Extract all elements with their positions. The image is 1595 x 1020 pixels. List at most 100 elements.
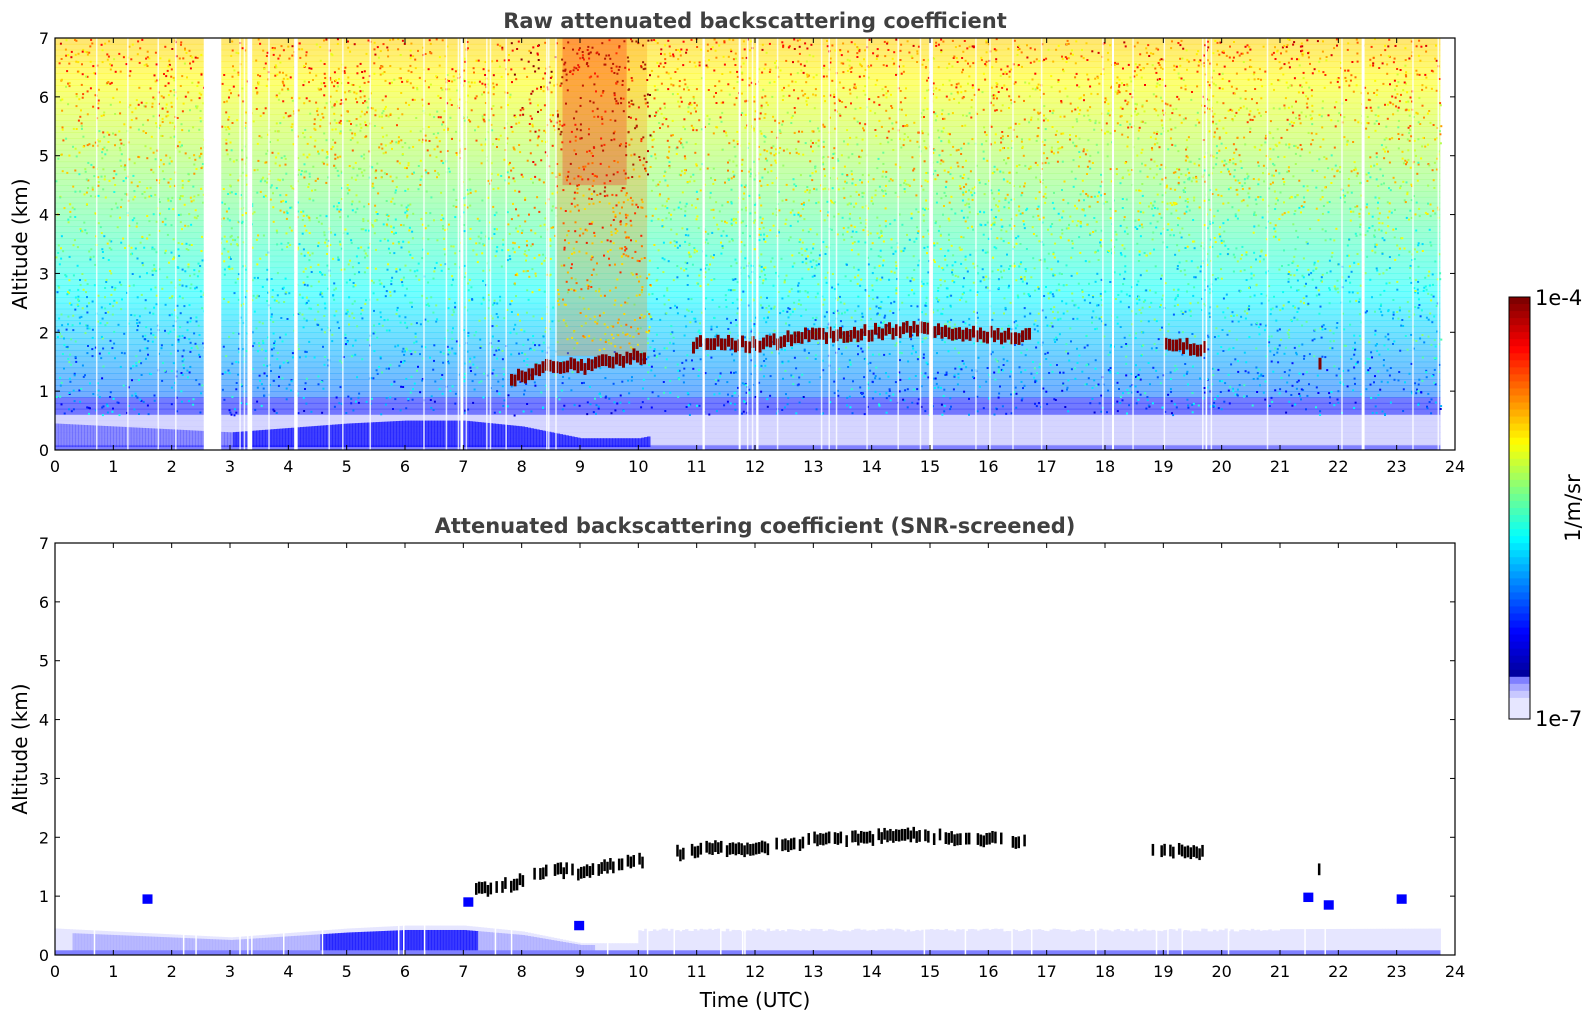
raw-speckle [1097, 304, 1100, 307]
raw-boundary-layer-col [530, 428, 534, 448]
raw-speckle [313, 118, 316, 121]
raw-speckle [942, 127, 945, 130]
raw-speckle [1274, 58, 1277, 60]
raw-speckle [1058, 333, 1061, 336]
raw-speckle [437, 132, 440, 135]
raw-speckle [195, 379, 198, 382]
raw-speckle [1218, 87, 1221, 90]
raw-speckle [94, 346, 97, 349]
raw-speckle [884, 225, 887, 228]
raw-speckle [699, 332, 702, 335]
raw-speckle [1414, 213, 1417, 216]
raw-speckle [1417, 402, 1420, 405]
raw-speckle [648, 326, 651, 329]
raw-speckle [351, 302, 354, 305]
raw-speckle [155, 269, 158, 272]
raw-speckle [194, 158, 197, 161]
raw-boundary-layer-col [387, 421, 391, 448]
raw-speckle [1007, 47, 1010, 50]
raw-speckle [452, 327, 454, 330]
raw-speckle [291, 187, 294, 190]
raw-speckle [1039, 180, 1042, 183]
raw-speckle [113, 58, 116, 61]
raw-speckle [335, 100, 338, 103]
raw-speckle [1015, 406, 1018, 409]
raw-speckle [1344, 344, 1347, 347]
raw-speckle [406, 175, 409, 178]
raw-speckle [951, 271, 953, 274]
raw-speckle [345, 98, 347, 101]
raw-speckle [777, 291, 780, 293]
raw-speckle [1176, 168, 1178, 170]
raw-speckle [1083, 199, 1085, 202]
raw-speckle [1100, 316, 1103, 319]
raw-speckle [1228, 402, 1231, 405]
raw-speckle [882, 94, 885, 97]
raw-speckle [1334, 125, 1337, 128]
raw-speckle [768, 81, 771, 84]
raw-speckle [379, 316, 382, 319]
raw-speckle [926, 245, 929, 248]
raw-speckle [705, 238, 708, 241]
raw-speckle [1366, 357, 1369, 360]
raw-speckle [150, 194, 153, 197]
raw-speckle [112, 407, 114, 410]
raw-speckle [798, 401, 801, 404]
raw-speckle [290, 125, 293, 128]
raw-speckle [303, 224, 306, 227]
raw-speckle [485, 138, 487, 141]
raw-speckle [1135, 113, 1138, 116]
raw-speckle [150, 135, 153, 138]
raw-speckle [60, 247, 62, 250]
raw-speckle [1430, 69, 1433, 72]
raw-speckle [1138, 126, 1141, 129]
raw-speckle [545, 141, 547, 144]
raw-speckle [657, 249, 660, 252]
raw-speckle [58, 317, 61, 320]
raw-speckle [753, 100, 756, 103]
raw-boundary-layer-col [492, 423, 496, 448]
raw-speckle [1288, 329, 1290, 331]
raw-speckle [317, 280, 320, 283]
raw-speckle [255, 59, 258, 62]
raw-speckle [640, 234, 643, 237]
raw-speckle [509, 96, 512, 99]
raw-speckle [1186, 168, 1189, 171]
raw-speckle [1375, 120, 1378, 122]
raw-speckle [1206, 334, 1209, 337]
raw-speckle [810, 265, 813, 268]
raw-speckle [844, 275, 847, 278]
raw-speckle [1262, 391, 1265, 394]
raw-speckle [1066, 386, 1069, 389]
raw-speckle [496, 146, 498, 148]
raw-speckle [1245, 279, 1248, 281]
raw-speckle [140, 374, 143, 376]
raw-speckle [1184, 174, 1187, 177]
raw-speckle [455, 340, 458, 343]
raw-speckle [1069, 134, 1071, 136]
raw-speckle [744, 382, 747, 385]
raw-boundary-layer-col [92, 425, 97, 448]
raw-speckle [225, 142, 228, 145]
raw-speckle [948, 219, 951, 222]
raw-speckle [463, 264, 466, 267]
raw-speckle [1307, 131, 1310, 134]
raw-speckle [714, 383, 717, 385]
raw-speckle [432, 311, 435, 314]
raw-boundary-layer-col [171, 429, 176, 448]
raw-speckle [785, 393, 787, 396]
raw-speckle [968, 112, 971, 115]
raw-speckle [1387, 333, 1390, 336]
raw-speckle [1286, 128, 1289, 131]
raw-speckle [1121, 244, 1124, 247]
raw-speckle [789, 211, 792, 214]
raw-speckle [625, 216, 628, 219]
raw-speckle [448, 170, 451, 173]
raw-speckle [336, 321, 339, 324]
raw-speckle [1339, 196, 1342, 199]
raw-speckle [482, 280, 484, 282]
raw-speckle [1433, 368, 1436, 371]
raw-speckle [944, 255, 946, 257]
raw-speckle [982, 157, 985, 160]
raw-speckle [100, 335, 103, 338]
